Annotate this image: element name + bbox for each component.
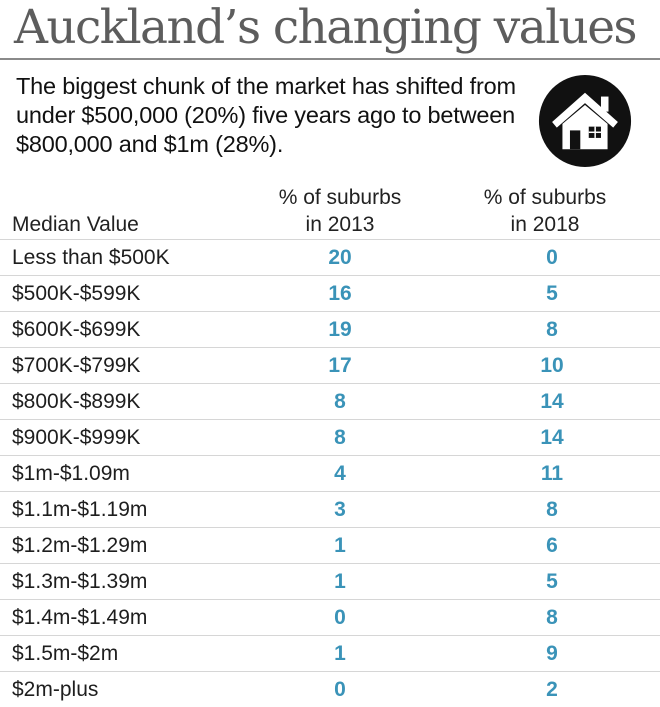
page-subtitle: The biggest chunk of the market has shif…	[16, 73, 516, 157]
column-header-median-value: Median Value	[12, 213, 139, 236]
table-row: $2m-plus 0 2	[0, 671, 660, 707]
value-2018: 8	[546, 498, 558, 521]
table-row: $600K-$699K 19 8	[0, 311, 660, 347]
value-2018: 11	[540, 462, 564, 485]
value-2018: 8	[546, 318, 558, 341]
row-label: $500K-$599K	[12, 282, 141, 305]
value-2018: 5	[546, 282, 558, 305]
value-2018: 14	[540, 426, 564, 449]
value-2013: 8	[334, 426, 346, 449]
value-2013: 0	[334, 606, 346, 629]
house-icon	[538, 74, 632, 168]
value-2018: 2	[546, 678, 558, 701]
value-2013: 8	[334, 390, 346, 413]
value-2013: 16	[328, 282, 352, 305]
value-2013: 19	[328, 318, 352, 341]
column-header-2018-line2: in 2018	[510, 213, 580, 236]
table-row: $1.1m-$1.19m 3 8	[0, 491, 660, 527]
column-header-2013-line2: in 2013	[305, 213, 375, 236]
row-label: $1m-$1.09m	[12, 462, 130, 485]
table-row: $800K-$899K 8 14	[0, 383, 660, 419]
value-2018: 10	[540, 354, 564, 377]
row-label: $1.2m-$1.29m	[12, 534, 148, 557]
row-label: $2m-plus	[12, 678, 99, 701]
house-icon-chimney	[600, 96, 609, 112]
row-label: $800K-$899K	[12, 390, 141, 413]
column-header-2013: % of suburbs in 2013	[250, 184, 430, 238]
column-header-2018-line1: % of suburbs	[483, 186, 607, 209]
table-row: $700K-$799K 17 10	[0, 347, 660, 383]
value-2013: 17	[328, 354, 352, 377]
table-row: $1.2m-$1.29m 1 6	[0, 527, 660, 563]
row-label: $1.1m-$1.19m	[12, 498, 148, 521]
value-2018: 5	[546, 570, 558, 593]
column-header-2013-line1: % of suburbs	[278, 186, 402, 209]
table-row: $900K-$999K 8 14	[0, 419, 660, 455]
page-title: Auckland’s changing values	[14, 0, 638, 55]
value-2013: 3	[334, 498, 346, 521]
table-row: $1.4m-$1.49m 0 8	[0, 599, 660, 635]
value-2013: 1	[334, 570, 346, 593]
row-label: $1.3m-$1.39m	[12, 570, 148, 593]
row-label: $1.5m-$2m	[12, 642, 119, 665]
table-row: Less than $500K 20 0	[0, 239, 660, 275]
value-2013: 1	[334, 642, 346, 665]
value-2013: 1	[334, 534, 346, 557]
table-row: $1.5m-$2m 1 9	[0, 635, 660, 671]
row-label: $900K-$999K	[12, 426, 141, 449]
value-2018: 8	[546, 606, 558, 629]
table-row: $1.3m-$1.39m 1 5	[0, 563, 660, 599]
value-2018: 6	[546, 534, 558, 557]
row-label: Less than $500K	[12, 246, 170, 269]
table-row: $500K-$599K 16 5	[0, 275, 660, 311]
value-2013: 20	[328, 246, 352, 269]
value-2018: 0	[546, 246, 558, 269]
row-label: $600K-$699K	[12, 318, 141, 341]
table-body: Less than $500K 20 0 $500K-$599K 16 5 $600K-$6…	[0, 239, 660, 707]
table-row: $1m-$1.09m 4 11	[0, 455, 660, 491]
house-icon-door	[569, 130, 581, 150]
column-header-2018: % of suburbs in 2018	[455, 184, 635, 238]
value-2013: 0	[334, 678, 346, 701]
title-divider	[0, 58, 660, 60]
row-label: $700K-$799K	[12, 354, 141, 377]
value-2018: 14	[540, 390, 564, 413]
row-label: $1.4m-$1.49m	[12, 606, 148, 629]
value-2018: 9	[546, 642, 558, 665]
value-2013: 4	[334, 462, 346, 485]
house-icon-roof	[552, 92, 618, 128]
